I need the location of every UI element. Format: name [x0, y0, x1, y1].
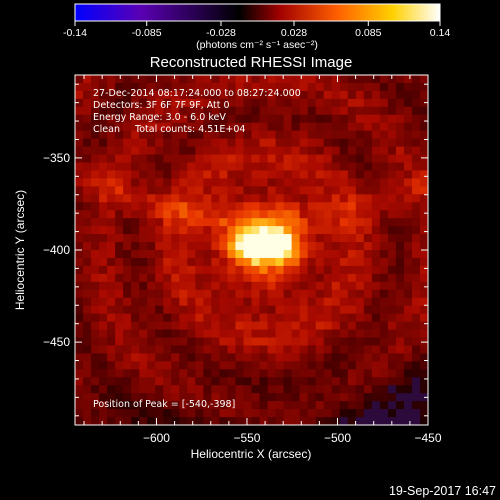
info-clean-counts: Clean Total counts: 4.51E+04 [93, 124, 245, 135]
y-axis: −450 −400 −350 [43, 83, 428, 417]
y-axis-label: Heliocentric Y (arcsec) [13, 190, 27, 310]
x-axis: −600 −550 −500 −450 [83, 75, 442, 445]
colorbar [75, 4, 440, 21]
x-tick-label: −500 [324, 431, 351, 445]
y-tick-label: −450 [43, 335, 70, 349]
colorbar-tick-label: 0.028 [281, 27, 307, 39]
chart-title: Reconstructed RHESSI Image [150, 54, 353, 71]
colorbar-unit-label: (photons cm⁻² s⁻¹ asec⁻²) [196, 39, 318, 51]
x-axis-label: Heliocentric X (arcsec) [191, 447, 312, 461]
x-tick-label: −550 [233, 431, 260, 445]
timestamp: 19-Sep-2017 16:47 [389, 484, 496, 498]
x-tick-label: −450 [414, 431, 441, 445]
x-tick-label: −600 [143, 431, 170, 445]
colorbar-tick-label: 0.085 [355, 27, 381, 39]
info-energy-range: Energy Range: 3.0 - 6.0 keV [93, 112, 226, 123]
info-detectors: Detectors: 3F 6F 7F 9F, Att 0 [93, 100, 230, 111]
peak-position-label: Position of Peak = [-540,-398] [93, 399, 235, 410]
colorbar-tick-label: -0.14 [63, 27, 87, 39]
colorbar-frame [74, 3, 441, 22]
colorbar-tick-label: -0.028 [206, 27, 236, 39]
y-tick-label: −350 [43, 151, 70, 165]
colorbar-ticks: -0.14 -0.085 -0.028 0.028 0.085 0.14 [63, 21, 450, 39]
info-time-range: 27-Dec-2014 08:17:24.000 to 08:27:24.000 [93, 88, 301, 99]
heatmap-image [75, 75, 428, 425]
y-tick-label: −400 [43, 243, 70, 257]
colorbar-tick-label: 0.14 [430, 27, 451, 39]
colorbar-tick-label: -0.085 [132, 27, 162, 39]
